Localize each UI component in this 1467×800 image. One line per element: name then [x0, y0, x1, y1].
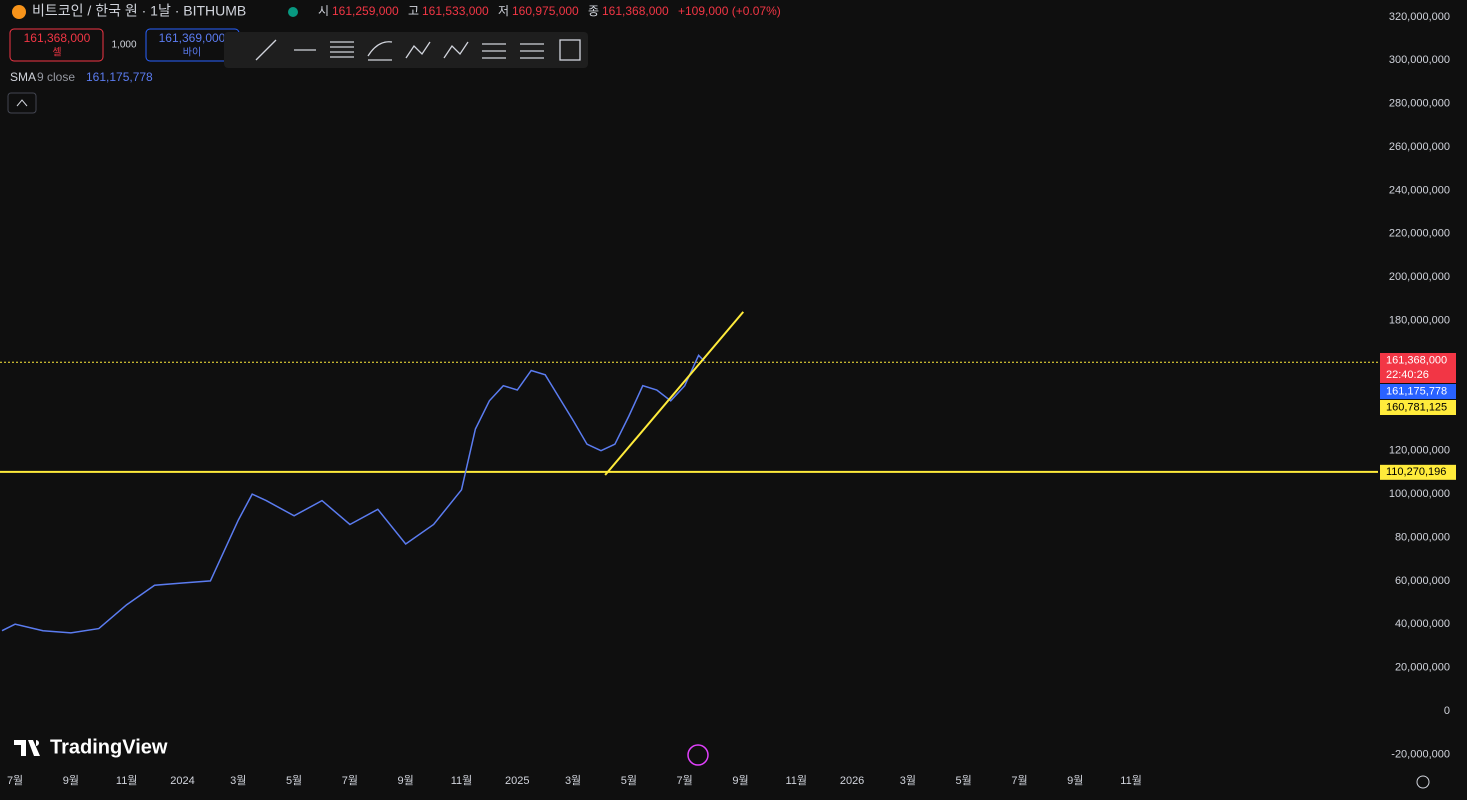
y-tick-label: 260,000,000	[1389, 141, 1450, 153]
x-tick-label: 11월	[116, 774, 138, 787]
price-label: 160,781,125	[1386, 401, 1447, 413]
sell-price[interactable]: 161,368,000	[24, 31, 91, 45]
x-tick-label: 5월	[286, 774, 302, 787]
price-label-box	[1380, 464, 1456, 480]
logo-icon	[14, 740, 40, 756]
buy-price[interactable]: 161,369,000	[159, 31, 226, 45]
toolbar	[224, 32, 588, 68]
close-label: 종	[588, 4, 599, 18]
x-tick-label: 2025	[505, 775, 529, 787]
symbol: 비트코인 / 한국 원 · 1날 · BITHUMB	[32, 3, 246, 19]
x-tick-label: 9월	[63, 774, 79, 787]
x-tick-label: 9월	[732, 774, 748, 787]
lightning-button[interactable]	[687, 744, 709, 766]
countdown: 22:40:26	[1386, 369, 1429, 381]
x-tick-label: 3월	[565, 774, 581, 787]
y-tick-label: 80,000,000	[1395, 531, 1450, 543]
y-tick-label: 100,000,000	[1389, 488, 1450, 500]
sell-button[interactable]	[9, 28, 104, 62]
x-tick-label: 2024	[170, 775, 194, 787]
status-dot	[288, 7, 298, 17]
y-tick-label: 40,000,000	[1395, 618, 1450, 630]
y-tick-label: 220,000,000	[1389, 228, 1450, 240]
close: 161,368,000	[602, 4, 669, 18]
open: 161,259,000	[332, 4, 399, 18]
coin-icon	[12, 5, 26, 19]
x-tick-label: 9월	[1067, 774, 1083, 787]
y-tick-label: 120,000,000	[1389, 445, 1450, 457]
high: 161,533,000	[422, 4, 489, 18]
y-tick-label: 240,000,000	[1389, 184, 1450, 196]
settings-button[interactable]	[1416, 775, 1430, 789]
x-tick-label: 7월	[677, 774, 693, 787]
low-label: 저	[498, 4, 509, 18]
price-label-box	[1380, 383, 1456, 399]
x-tick-label: 11월	[786, 774, 808, 787]
brand: TradingView	[50, 736, 168, 758]
qty[interactable]: 1,000	[111, 40, 136, 51]
x-tick-label: 3월	[900, 774, 916, 787]
y-tick-label: 0	[1444, 705, 1450, 717]
open-label: 시	[318, 4, 329, 18]
y-tick-label: 60,000,000	[1395, 575, 1450, 587]
price-label: 161,175,778	[1386, 385, 1447, 397]
high-label: 고	[408, 4, 419, 18]
price-line	[1, 353, 705, 634]
indicator-name: SMA	[10, 70, 36, 84]
x-tick-label: 11월	[1120, 774, 1142, 787]
low: 160,975,000	[512, 4, 579, 18]
collapse-button[interactable]	[7, 92, 37, 114]
indicator-params: 9 close	[37, 70, 75, 84]
indicator-value: 161,175,778	[86, 70, 153, 84]
x-tick-label: 3월	[230, 774, 246, 787]
x-tick-label: 11월	[451, 774, 473, 787]
change: +109,000 (+0.07%)	[678, 4, 781, 18]
x-tick-label: 2026	[840, 775, 864, 787]
y-tick-label: 180,000,000	[1389, 314, 1450, 326]
y-tick-label: 300,000,000	[1389, 54, 1450, 66]
x-tick-label: 7월	[7, 774, 23, 787]
price-label-box	[1380, 352, 1456, 383]
sell-label[interactable]: 셀	[52, 47, 61, 59]
x-tick-label: 5월	[621, 774, 637, 787]
price-label: 161,368,000	[1386, 354, 1447, 366]
trend-line	[604, 311, 745, 476]
price-label: 110,270,196	[1386, 466, 1446, 478]
collapse-icon[interactable]	[16, 99, 28, 107]
x-tick-label: 7월	[1011, 774, 1027, 787]
buy-label[interactable]: 바이	[183, 47, 201, 59]
x-tick-label: 7월	[342, 774, 358, 787]
price-label-box	[1380, 399, 1456, 415]
x-tick-label: 5월	[956, 774, 972, 787]
y-tick-label: 280,000,000	[1389, 98, 1450, 110]
y-tick-label: -20,000,000	[1391, 748, 1450, 760]
x-tick-label: 9월	[398, 774, 414, 787]
toolbar-icons[interactable]	[255, 39, 581, 61]
y-tick-label: 320,000,000	[1389, 11, 1450, 23]
y-tick-label: 200,000,000	[1389, 271, 1450, 283]
y-tick-label: 20,000,000	[1395, 662, 1450, 674]
